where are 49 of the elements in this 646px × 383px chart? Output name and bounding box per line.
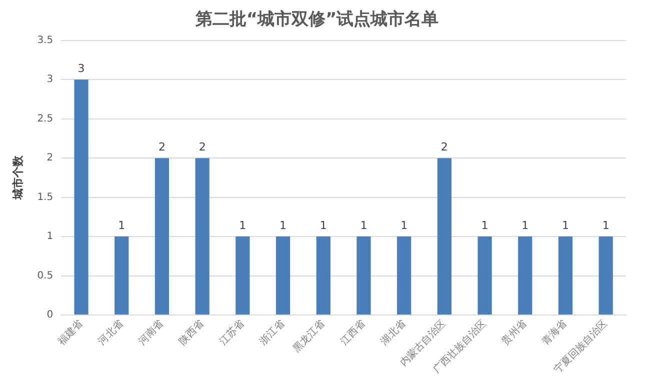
x-tick-label: 河北省 <box>96 318 126 348</box>
bar <box>518 236 532 315</box>
y-axis-title: 城市个数 <box>11 154 24 201</box>
bar <box>276 236 290 315</box>
x-tick-label: 福建省 <box>56 318 86 348</box>
y-tick-label: 1.5 <box>37 192 54 203</box>
chart-title: 第二批“城市双修”试点城市名单 <box>194 10 439 30</box>
data-label: 1 <box>360 218 368 232</box>
bar <box>478 236 492 315</box>
x-tick-label: 黑龙江省 <box>290 318 328 354</box>
y-tick-label: 2 <box>46 152 54 164</box>
data-label: 1 <box>481 218 488 232</box>
data-label: 1 <box>602 218 610 232</box>
bar <box>154 158 170 315</box>
data-label: 3 <box>78 62 85 75</box>
data-label: 1 <box>239 218 246 232</box>
y-tick-label: 3 <box>46 74 54 86</box>
y-tick-label: 0 <box>46 310 54 321</box>
bar <box>356 236 371 315</box>
x-tick-label: 江苏省 <box>216 318 247 348</box>
bar <box>236 236 250 315</box>
y-tick-label: 3.5 <box>37 34 54 46</box>
data-label: 1 <box>562 218 569 232</box>
x-tick-label: 陕西省 <box>176 318 206 348</box>
y-tick-label: 0.5 <box>37 270 54 282</box>
data-label: 1 <box>280 218 287 232</box>
data-label: 2 <box>198 140 206 154</box>
x-tick-label: 贵州省 <box>499 318 530 348</box>
data-label: 2 <box>440 140 448 154</box>
data-label: 1 <box>522 218 529 232</box>
x-tick-label: 河南省 <box>136 318 166 348</box>
y-tick-label: 1 <box>46 231 54 242</box>
x-tick-label: 浙江省 <box>257 318 287 348</box>
bar <box>114 236 129 315</box>
data-label: 1 <box>400 218 408 232</box>
bar <box>598 236 613 315</box>
bar <box>74 80 88 315</box>
x-tick-label: 江西省 <box>338 318 368 348</box>
bar <box>437 158 452 315</box>
data-label: 1 <box>320 218 327 232</box>
bar <box>558 236 573 315</box>
y-tick-label: 2.5 <box>37 113 54 124</box>
bar <box>316 236 330 315</box>
bar <box>397 236 412 315</box>
data-label: 1 <box>118 218 126 232</box>
x-tick-label: 青海省 <box>540 318 570 348</box>
data-label: 2 <box>158 140 166 154</box>
x-tick-label: 湖北省 <box>378 318 408 348</box>
bar <box>195 158 210 315</box>
